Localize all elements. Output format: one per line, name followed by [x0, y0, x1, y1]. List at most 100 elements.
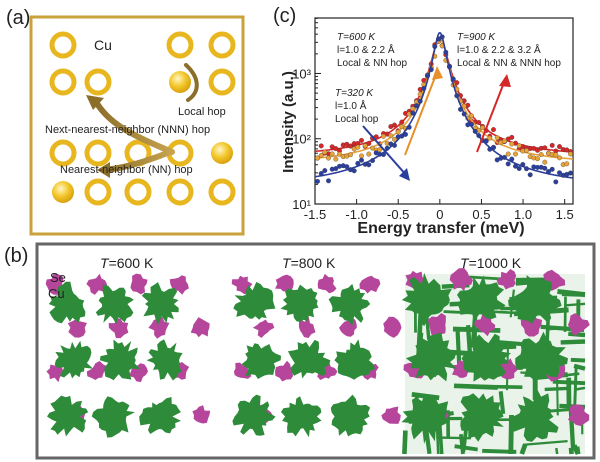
diffusion-streak [508, 414, 514, 455]
data-point [568, 170, 573, 176]
data-point [326, 178, 331, 184]
se-atom [190, 317, 210, 338]
x-tick-label: -0.5 [387, 207, 409, 222]
cu-cluster [330, 394, 371, 437]
data-point [564, 161, 570, 167]
data-point [502, 154, 507, 160]
cu-cluster [54, 340, 94, 379]
lattice-ring [166, 31, 194, 59]
data-point [329, 151, 335, 157]
se-atom [359, 275, 381, 294]
data-point [513, 163, 518, 169]
data-point [366, 141, 372, 146]
local-hop-label: Local hop [178, 106, 226, 118]
cu-cluster [139, 397, 181, 434]
lattice-ring [49, 68, 77, 96]
cu-cluster [48, 281, 86, 324]
diffusion-streak [573, 364, 578, 405]
data-point [315, 178, 320, 184]
data-point [487, 135, 493, 141]
data-point [505, 151, 511, 157]
data-point [381, 133, 386, 139]
snapshot-800K [231, 273, 402, 438]
se-atom [317, 273, 337, 294]
lattice-ring [84, 68, 112, 96]
data-point [322, 168, 328, 174]
plot-axes [314, 17, 574, 205]
se-atom [474, 313, 496, 337]
cu-cluster [334, 339, 376, 380]
cu-cluster [328, 283, 371, 326]
lattice-ring [84, 139, 112, 167]
cu-cluster [510, 389, 559, 442]
data-point [326, 155, 331, 161]
data-point [432, 44, 438, 49]
svg-text:T=600 K: T=600 K [337, 32, 376, 43]
diffusion-streak [523, 439, 568, 446]
data-point [549, 142, 555, 148]
cu-cluster [288, 339, 331, 379]
se-atom [275, 360, 294, 382]
arrowhead-600 [432, 66, 443, 80]
lattice-ring [208, 68, 236, 96]
cu-cluster [232, 394, 276, 436]
data-point [403, 131, 408, 137]
diffusion-streak [469, 275, 503, 281]
panel-a: (a) Cu Local hop Next-nearest-neighbor (… [6, 7, 245, 236]
diffusion-streak [571, 444, 581, 456]
data-point [366, 151, 372, 157]
data-point [450, 76, 456, 82]
nnn-hop-label: Next-nearest-neighbor (NNN) hop [45, 124, 210, 136]
se-atom [383, 316, 402, 338]
data-point [494, 135, 500, 141]
xlabel: Energy transfer (meV) [357, 220, 524, 237]
data-point [373, 134, 379, 140]
data-point [542, 165, 548, 171]
x-tick-label: 0.5 [472, 207, 490, 222]
cu-cluster [405, 332, 457, 382]
data-point [524, 166, 529, 172]
se-atom [148, 316, 170, 339]
data-point [337, 151, 342, 157]
data-point [469, 121, 474, 127]
data-point [472, 128, 478, 134]
data-point [333, 156, 339, 162]
annot-900: T=900 K l=1.0 & 2.2 & 3.2 Å Local & NN &… [457, 32, 561, 69]
data-point [480, 125, 485, 131]
cu-atom [169, 71, 191, 93]
cu-cluster [280, 284, 319, 322]
diffusion-streak [563, 296, 567, 332]
diffusion-streak [519, 443, 528, 455]
lattice-ring [84, 178, 112, 206]
data-point [491, 127, 496, 133]
data-point [502, 138, 507, 144]
data-point [461, 111, 467, 117]
data-point [509, 134, 515, 140]
data-point [388, 133, 394, 139]
data-point [421, 85, 427, 91]
arrowhead-320 [399, 168, 410, 181]
data-point [359, 137, 364, 143]
x-tick-label: -1.0 [345, 207, 367, 222]
data-point [557, 155, 562, 161]
data-point [553, 152, 559, 158]
data-point [392, 142, 397, 148]
data-point [355, 144, 361, 150]
ylabel: Intensity (a.u.) [280, 71, 297, 173]
data-point [395, 129, 401, 135]
cu-label-b: Cu [48, 286, 65, 301]
se-atom [567, 313, 590, 336]
data-point [348, 143, 353, 149]
se-atom [275, 274, 294, 292]
x-tick-label: 1.0 [514, 207, 532, 222]
data-point [516, 166, 522, 171]
cu-cluster [460, 393, 504, 442]
data-point [410, 110, 416, 116]
arrowhead-900 [499, 74, 511, 87]
cu-cluster [241, 343, 281, 379]
data-point [516, 143, 522, 149]
data-point [454, 80, 460, 86]
nn-hop-arrow [102, 149, 173, 173]
arrow-320 [362, 125, 408, 177]
data-point [443, 49, 449, 55]
